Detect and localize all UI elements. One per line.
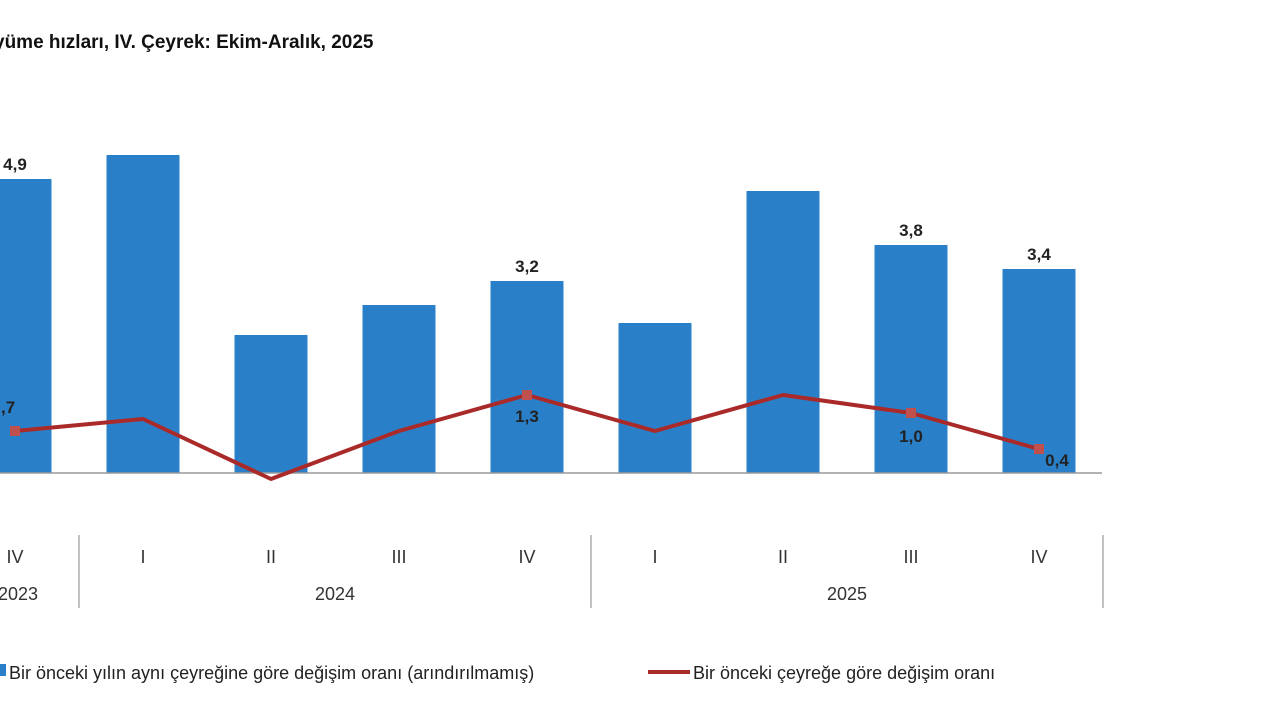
line-point [10,426,20,436]
year-group-label: 2025 [827,584,867,604]
bar [874,245,948,473]
bar [1002,269,1076,473]
bar-series [0,155,1076,473]
bar [746,191,820,473]
line-point [522,390,532,400]
legend-bar-label: Bir önceki yılın aynı çeyreğine göre değ… [9,663,534,683]
bar [490,281,564,473]
line-data-label: 0,4 [1045,451,1069,470]
bar [618,323,692,473]
year-group-label: 2024 [315,584,355,604]
bar-data-label: 4,9 [3,155,27,174]
bar [362,305,436,473]
category-label: I [652,547,657,567]
line-series [10,390,1044,481]
line-data-label: 1,0 [899,427,923,446]
line-data-label: 1,3 [515,407,539,426]
chart-title: yüme hızları, IV. Çeyrek: Ekim-Aralık, 2… [0,32,374,53]
bar [0,179,52,473]
bar-data-label: 3,8 [899,221,923,240]
category-label: III [391,547,406,567]
legend-bar-swatch [0,664,6,676]
category-label: I [140,547,145,567]
legend-line-label: Bir önceki çeyreğe göre değişim oranı [693,663,995,683]
bar-data-label: 3,4 [1027,245,1051,264]
legend: Bir önceki yılın aynı çeyreğine göre değ… [0,663,995,683]
category-label: III [903,547,918,567]
year-group-label: 2023 [0,584,38,604]
line-data-label: ,7 [1,398,15,417]
bar [106,155,180,473]
category-label: II [266,547,276,567]
category-label: IV [6,547,23,567]
data-labels: 4,9 3,2 3,8 3,4 ,7 1,3 1,0 0,4 [1,155,1069,470]
line-point [1034,444,1044,454]
bar-data-label: 3,2 [515,257,539,276]
line-point [906,408,916,418]
category-label: IV [518,547,535,567]
category-label: IV [1030,547,1047,567]
bar [234,335,308,473]
category-label: II [778,547,788,567]
